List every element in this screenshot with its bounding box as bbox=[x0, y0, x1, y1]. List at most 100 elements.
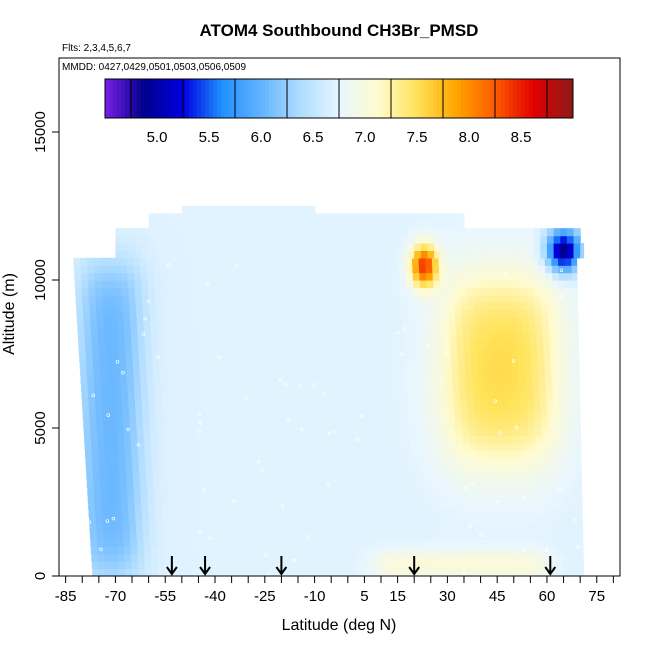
field-cell bbox=[553, 235, 561, 244]
field-cell bbox=[150, 539, 158, 547]
field-cell bbox=[407, 220, 415, 229]
field-cell bbox=[461, 524, 469, 533]
field-cell bbox=[478, 368, 486, 377]
field-cell bbox=[253, 494, 261, 503]
field-cell bbox=[374, 243, 382, 251]
field-cell bbox=[333, 272, 341, 281]
field-cell bbox=[136, 531, 144, 540]
field-cell bbox=[326, 494, 334, 503]
field-cell bbox=[409, 324, 417, 333]
field-cell bbox=[92, 346, 100, 355]
field-cell bbox=[394, 220, 402, 229]
field-cell bbox=[331, 465, 339, 473]
field-cell bbox=[540, 302, 549, 311]
field-cell bbox=[86, 479, 95, 488]
field-cell bbox=[559, 398, 568, 407]
sample-point bbox=[146, 299, 151, 304]
field-cell bbox=[196, 317, 204, 325]
field-cell bbox=[176, 324, 185, 333]
field-cell bbox=[186, 487, 195, 496]
field-cell bbox=[284, 450, 292, 459]
field-cell bbox=[111, 346, 120, 355]
field-cell bbox=[134, 287, 143, 296]
field-cell bbox=[268, 243, 276, 251]
field-cell bbox=[347, 287, 355, 296]
field-cell bbox=[347, 405, 356, 414]
field-cell bbox=[400, 243, 409, 251]
field-cell bbox=[265, 465, 273, 473]
field-cell bbox=[226, 487, 234, 496]
field-cell bbox=[247, 280, 255, 288]
field-cell bbox=[226, 376, 234, 385]
field-cell bbox=[233, 265, 241, 274]
field-cell bbox=[481, 531, 489, 540]
field-cell bbox=[461, 309, 469, 318]
field-cell bbox=[418, 257, 426, 266]
field-cell bbox=[93, 265, 101, 274]
field-cell bbox=[493, 502, 501, 510]
flight-arrows bbox=[166, 556, 557, 576]
field-cell bbox=[281, 243, 289, 251]
field-cell bbox=[415, 317, 423, 325]
colorbar-segment bbox=[385, 79, 390, 118]
field-cell bbox=[567, 420, 576, 429]
field-cell bbox=[84, 435, 92, 444]
field-cell bbox=[280, 272, 288, 281]
field-cell bbox=[357, 561, 365, 570]
field-cell bbox=[539, 287, 548, 296]
field-cell bbox=[311, 457, 319, 466]
field-cell bbox=[380, 250, 389, 259]
field-cell bbox=[236, 546, 245, 555]
field-cell bbox=[328, 531, 337, 540]
field-cell bbox=[137, 442, 145, 451]
field-cell bbox=[268, 294, 276, 303]
field-cell bbox=[260, 280, 268, 288]
field-cell bbox=[477, 361, 486, 370]
field-cell bbox=[467, 302, 476, 311]
colorbar bbox=[104, 78, 574, 119]
field-cell bbox=[216, 428, 224, 436]
field-cell bbox=[215, 413, 223, 422]
field-cell bbox=[128, 398, 136, 407]
field-cell bbox=[575, 553, 584, 562]
field-cell bbox=[182, 516, 190, 525]
field-cell bbox=[380, 280, 388, 288]
field-cell bbox=[301, 243, 309, 251]
field-cell bbox=[377, 457, 385, 466]
field-cell bbox=[548, 317, 556, 325]
field-cell bbox=[96, 428, 105, 436]
field-cell bbox=[421, 531, 430, 540]
field-cell bbox=[251, 450, 259, 459]
field-cell bbox=[202, 302, 210, 311]
field-cell bbox=[258, 457, 266, 466]
field-cell bbox=[240, 494, 248, 503]
field-cell bbox=[148, 220, 156, 229]
field-cell bbox=[278, 457, 286, 466]
field-cell bbox=[546, 294, 555, 303]
field-cell bbox=[535, 546, 543, 555]
field-cell bbox=[476, 561, 485, 570]
field-cell bbox=[194, 398, 202, 407]
field-cell bbox=[231, 561, 239, 570]
field-cell bbox=[262, 309, 270, 318]
field-cell bbox=[502, 546, 510, 555]
field-cell bbox=[519, 280, 527, 288]
field-cell bbox=[259, 479, 267, 488]
field-cell bbox=[294, 228, 302, 237]
field-cell bbox=[486, 280, 494, 288]
field-cell bbox=[399, 272, 407, 281]
field-cell bbox=[556, 561, 564, 570]
field-cell bbox=[494, 524, 502, 533]
field-cell bbox=[326, 376, 334, 385]
field-cell bbox=[553, 250, 561, 259]
field-cell bbox=[443, 450, 451, 459]
field-cell bbox=[167, 272, 175, 281]
field-cell bbox=[387, 250, 395, 259]
field-cell bbox=[334, 287, 342, 296]
field-cell bbox=[143, 546, 152, 555]
field-cell bbox=[328, 302, 336, 311]
field-cell bbox=[222, 302, 230, 311]
field-cell bbox=[94, 272, 102, 281]
field-cell bbox=[246, 272, 255, 281]
field-cell bbox=[404, 465, 412, 473]
